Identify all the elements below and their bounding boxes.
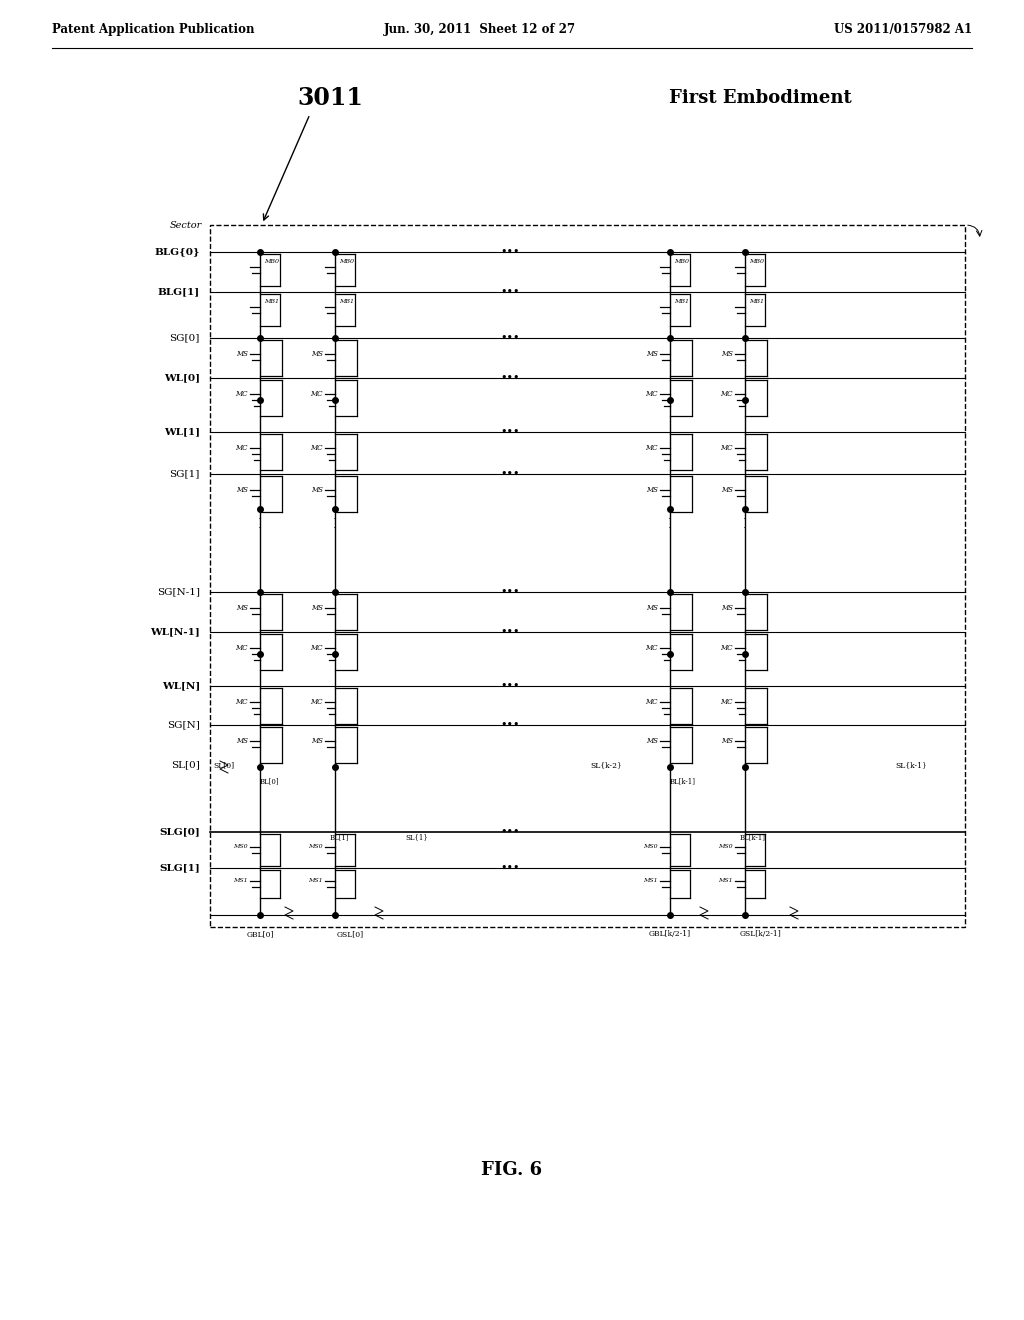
- Text: SLG[0]: SLG[0]: [160, 828, 200, 837]
- Text: GBL[k/2-1]: GBL[k/2-1]: [649, 931, 691, 939]
- Text: WL[1]: WL[1]: [164, 428, 200, 437]
- Text: •••: •••: [501, 681, 520, 690]
- Text: •••: •••: [501, 587, 520, 597]
- Text: MS: MS: [721, 486, 733, 494]
- Text: SL[0]: SL[0]: [214, 762, 234, 770]
- Text: MS: MS: [311, 486, 323, 494]
- Text: BLG[1]: BLG[1]: [158, 288, 200, 297]
- Text: BL[0]: BL[0]: [260, 777, 280, 785]
- Text: GSL[k/2-1]: GSL[k/2-1]: [739, 931, 781, 939]
- Text: ·
·
·: · · ·: [333, 504, 337, 536]
- Text: •••: •••: [501, 627, 520, 638]
- Text: MC: MC: [721, 444, 733, 451]
- Text: SL{k-2}: SL{k-2}: [590, 762, 622, 770]
- Text: MS0: MS0: [233, 843, 248, 849]
- Text: MC: MC: [310, 644, 323, 652]
- Text: MS: MS: [237, 737, 248, 744]
- Text: •••: •••: [501, 247, 520, 257]
- Text: GBL[0]: GBL[0]: [246, 931, 273, 939]
- Text: BL[k-1]: BL[k-1]: [740, 833, 766, 841]
- Text: MS1: MS1: [643, 878, 658, 883]
- Text: MS: MS: [311, 605, 323, 612]
- Text: BL[k-1]: BL[k-1]: [670, 777, 696, 785]
- Text: MS: MS: [237, 486, 248, 494]
- Text: MB1: MB1: [750, 300, 765, 304]
- Text: Patent Application Publication: Patent Application Publication: [52, 24, 255, 37]
- Text: MS: MS: [237, 605, 248, 612]
- Text: BLG{0}: BLG{0}: [155, 248, 200, 256]
- Text: WL[N]: WL[N]: [162, 681, 200, 690]
- Text: •••: •••: [501, 469, 520, 479]
- Text: •••: •••: [501, 863, 520, 873]
- Text: MS: MS: [646, 737, 658, 744]
- Text: MS0: MS0: [308, 843, 323, 849]
- Text: MB0: MB0: [750, 259, 765, 264]
- Text: SG[0]: SG[0]: [170, 334, 200, 342]
- Text: •••: •••: [501, 719, 520, 730]
- Bar: [210, 224, 965, 927]
- Text: Jun. 30, 2011  Sheet 12 of 27: Jun. 30, 2011 Sheet 12 of 27: [384, 24, 577, 37]
- Text: ·
·
·: · · ·: [743, 504, 746, 536]
- Text: GSL[0]: GSL[0]: [337, 931, 364, 939]
- Text: MC: MC: [236, 698, 248, 706]
- Text: •••: •••: [501, 426, 520, 437]
- Text: FIG. 6: FIG. 6: [481, 1162, 543, 1179]
- Text: •••: •••: [501, 333, 520, 343]
- Text: MS1: MS1: [233, 878, 248, 883]
- Text: MS: MS: [646, 605, 658, 612]
- Text: MB0: MB0: [675, 259, 689, 264]
- Text: US 2011/0157982 A1: US 2011/0157982 A1: [834, 24, 972, 37]
- Text: MC: MC: [645, 444, 658, 451]
- Text: SL{k-1}: SL{k-1}: [895, 762, 927, 770]
- Text: MC: MC: [645, 698, 658, 706]
- Text: MC: MC: [645, 389, 658, 399]
- Text: MB1: MB1: [264, 300, 280, 304]
- Text: SL{1}: SL{1}: [406, 833, 428, 841]
- Text: ·
·
·: · · ·: [668, 504, 672, 536]
- Text: MS: MS: [311, 350, 323, 358]
- Text: 3011: 3011: [297, 86, 362, 110]
- Text: •••: •••: [501, 374, 520, 383]
- Text: MS0: MS0: [643, 843, 658, 849]
- Text: SG[N-1]: SG[N-1]: [157, 587, 200, 597]
- Text: MC: MC: [236, 444, 248, 451]
- Text: MS: MS: [721, 605, 733, 612]
- Text: Sector: Sector: [170, 220, 202, 230]
- Text: •••: •••: [501, 286, 520, 297]
- Text: MC: MC: [645, 644, 658, 652]
- Text: MB1: MB1: [340, 300, 354, 304]
- Text: MS: MS: [721, 737, 733, 744]
- Text: MC: MC: [721, 389, 733, 399]
- Text: MS: MS: [646, 486, 658, 494]
- Text: SG[N]: SG[N]: [167, 721, 200, 730]
- Text: •••: •••: [501, 828, 520, 837]
- Text: WL[N-1]: WL[N-1]: [151, 627, 200, 636]
- Text: MS: MS: [311, 737, 323, 744]
- Text: MC: MC: [721, 644, 733, 652]
- Text: First Embodiment: First Embodiment: [669, 88, 851, 107]
- Text: WL[0]: WL[0]: [164, 374, 200, 383]
- Text: MC: MC: [310, 444, 323, 451]
- Text: MS: MS: [721, 350, 733, 358]
- Text: MB0: MB0: [264, 259, 280, 264]
- Text: SL[0]: SL[0]: [171, 760, 200, 770]
- Text: MB0: MB0: [340, 259, 354, 264]
- Text: MC: MC: [310, 698, 323, 706]
- Text: MC: MC: [236, 389, 248, 399]
- Text: MB1: MB1: [675, 300, 689, 304]
- Text: MS0: MS0: [719, 843, 733, 849]
- Text: MC: MC: [310, 389, 323, 399]
- Text: SLG[1]: SLG[1]: [160, 863, 200, 873]
- Text: MC: MC: [236, 644, 248, 652]
- Text: SG[1]: SG[1]: [170, 470, 200, 478]
- Text: MS1: MS1: [308, 878, 323, 883]
- Text: MS: MS: [646, 350, 658, 358]
- Text: MS: MS: [237, 350, 248, 358]
- Text: BL[1]: BL[1]: [330, 833, 349, 841]
- Text: MC: MC: [721, 698, 733, 706]
- Text: MS1: MS1: [719, 878, 733, 883]
- Text: ·
·
·: · · ·: [258, 504, 262, 536]
